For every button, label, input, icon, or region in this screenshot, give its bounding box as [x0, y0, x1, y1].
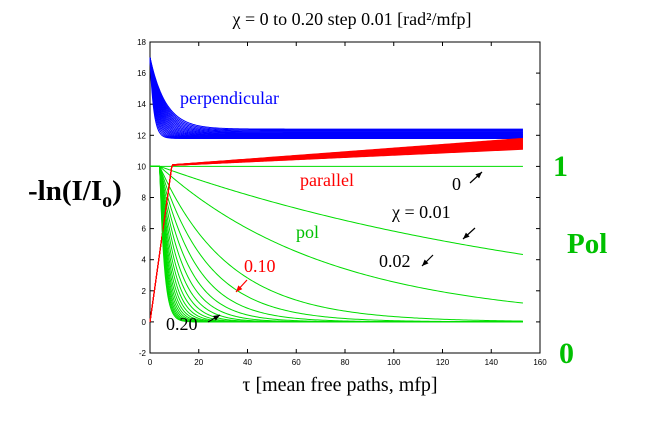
perpendicular-line-4 — [149, 57, 523, 133]
arrow-chi-0-head — [475, 172, 482, 179]
perpendicular-line-0 — [149, 57, 523, 130]
parallel-line-14 — [149, 141, 523, 322]
perpendicular-line-6 — [149, 57, 523, 135]
arrow-chi-001-head — [463, 232, 470, 239]
annotation-arrows — [207, 171, 483, 323]
annotation-pol: pol — [296, 222, 319, 242]
y2-axis-label: Pol — [567, 228, 607, 260]
pol-line-1 — [150, 165, 524, 255]
pol-line-20 — [150, 165, 523, 323]
y-tick-label-4: 4 — [142, 256, 147, 265]
arrow-chi-002-head — [422, 259, 429, 266]
perpendicular-line-1 — [149, 57, 523, 131]
series-lines — [149, 57, 524, 323]
y-tick-label-12: 12 — [137, 131, 146, 140]
perpendicular-line-8 — [149, 57, 523, 136]
y-tick-label-8: 8 — [142, 194, 147, 203]
parallel-line-15 — [149, 140, 523, 322]
x-tick-label-60: 60 — [292, 358, 301, 367]
annotation-chi-002: 0.02 — [379, 251, 411, 271]
chart-title: χ = 0 to 0.20 step 0.01 [rad²/mfp] — [231, 9, 471, 29]
x-tick-label-40: 40 — [243, 358, 252, 367]
y-axis-label-main: -ln(I/I — [28, 175, 102, 207]
y-tick-label-6: 6 — [142, 225, 147, 234]
parallel-line-17 — [149, 139, 523, 322]
annotation-chi-020: 0.20 — [166, 314, 198, 334]
y-axis-label-close: ) — [112, 175, 122, 207]
perpendicular-line-2 — [149, 57, 523, 132]
arrow-chi-010-head — [236, 285, 243, 292]
y2-tick-label-1: 1 — [553, 150, 568, 183]
y2-tick-label-0: 0 — [559, 337, 574, 370]
x-tick-label-80: 80 — [341, 358, 350, 367]
annotation-parallel: parallel — [300, 170, 354, 190]
x-tick-label-0: 0 — [148, 358, 153, 367]
svg-text:-ln(I/Io): -ln(I/Io) — [28, 175, 122, 212]
annotation-perpendicular: perpendicular — [180, 88, 279, 108]
y-axis-label-sub: o — [102, 190, 112, 212]
perpendicular-line-7 — [149, 57, 523, 135]
x-tick-label-160: 160 — [533, 358, 547, 367]
y-tick-label-10: 10 — [137, 162, 146, 171]
perpendicular-line-5 — [149, 57, 523, 134]
pol-line-3 — [150, 165, 523, 322]
perpendicular-line-3 — [149, 57, 523, 133]
parallel-line-16 — [149, 140, 523, 322]
perpendicular-line-20 — [149, 57, 523, 139]
x-axis-label: τ [mean free paths, mfp] — [242, 374, 437, 396]
pol-line-2 — [150, 165, 523, 304]
y-tick-label-14: 14 — [137, 100, 146, 109]
annotation-chi-0: 0 — [452, 174, 461, 194]
y-tick-label-18: 18 — [137, 38, 146, 47]
parallel-line-20 — [149, 137, 523, 322]
annotation-chi-001: χ = 0.01 — [391, 202, 451, 222]
arrow-chi-020-head — [213, 315, 220, 321]
y-tick-label--2: -2 — [139, 349, 147, 358]
y-tick-label-2: 2 — [142, 287, 147, 296]
x-tick-label-100: 100 — [387, 358, 401, 367]
y-tick-label-16: 16 — [137, 69, 146, 78]
annotation-chi-010: 0.10 — [244, 256, 276, 276]
x-tick-label-120: 120 — [436, 358, 450, 367]
x-tick-label-140: 140 — [485, 358, 499, 367]
y-axis-label: -ln(I/Io) — [28, 175, 122, 212]
y-tick-label-0: 0 — [142, 318, 147, 327]
x-tick-label-20: 20 — [194, 358, 203, 367]
